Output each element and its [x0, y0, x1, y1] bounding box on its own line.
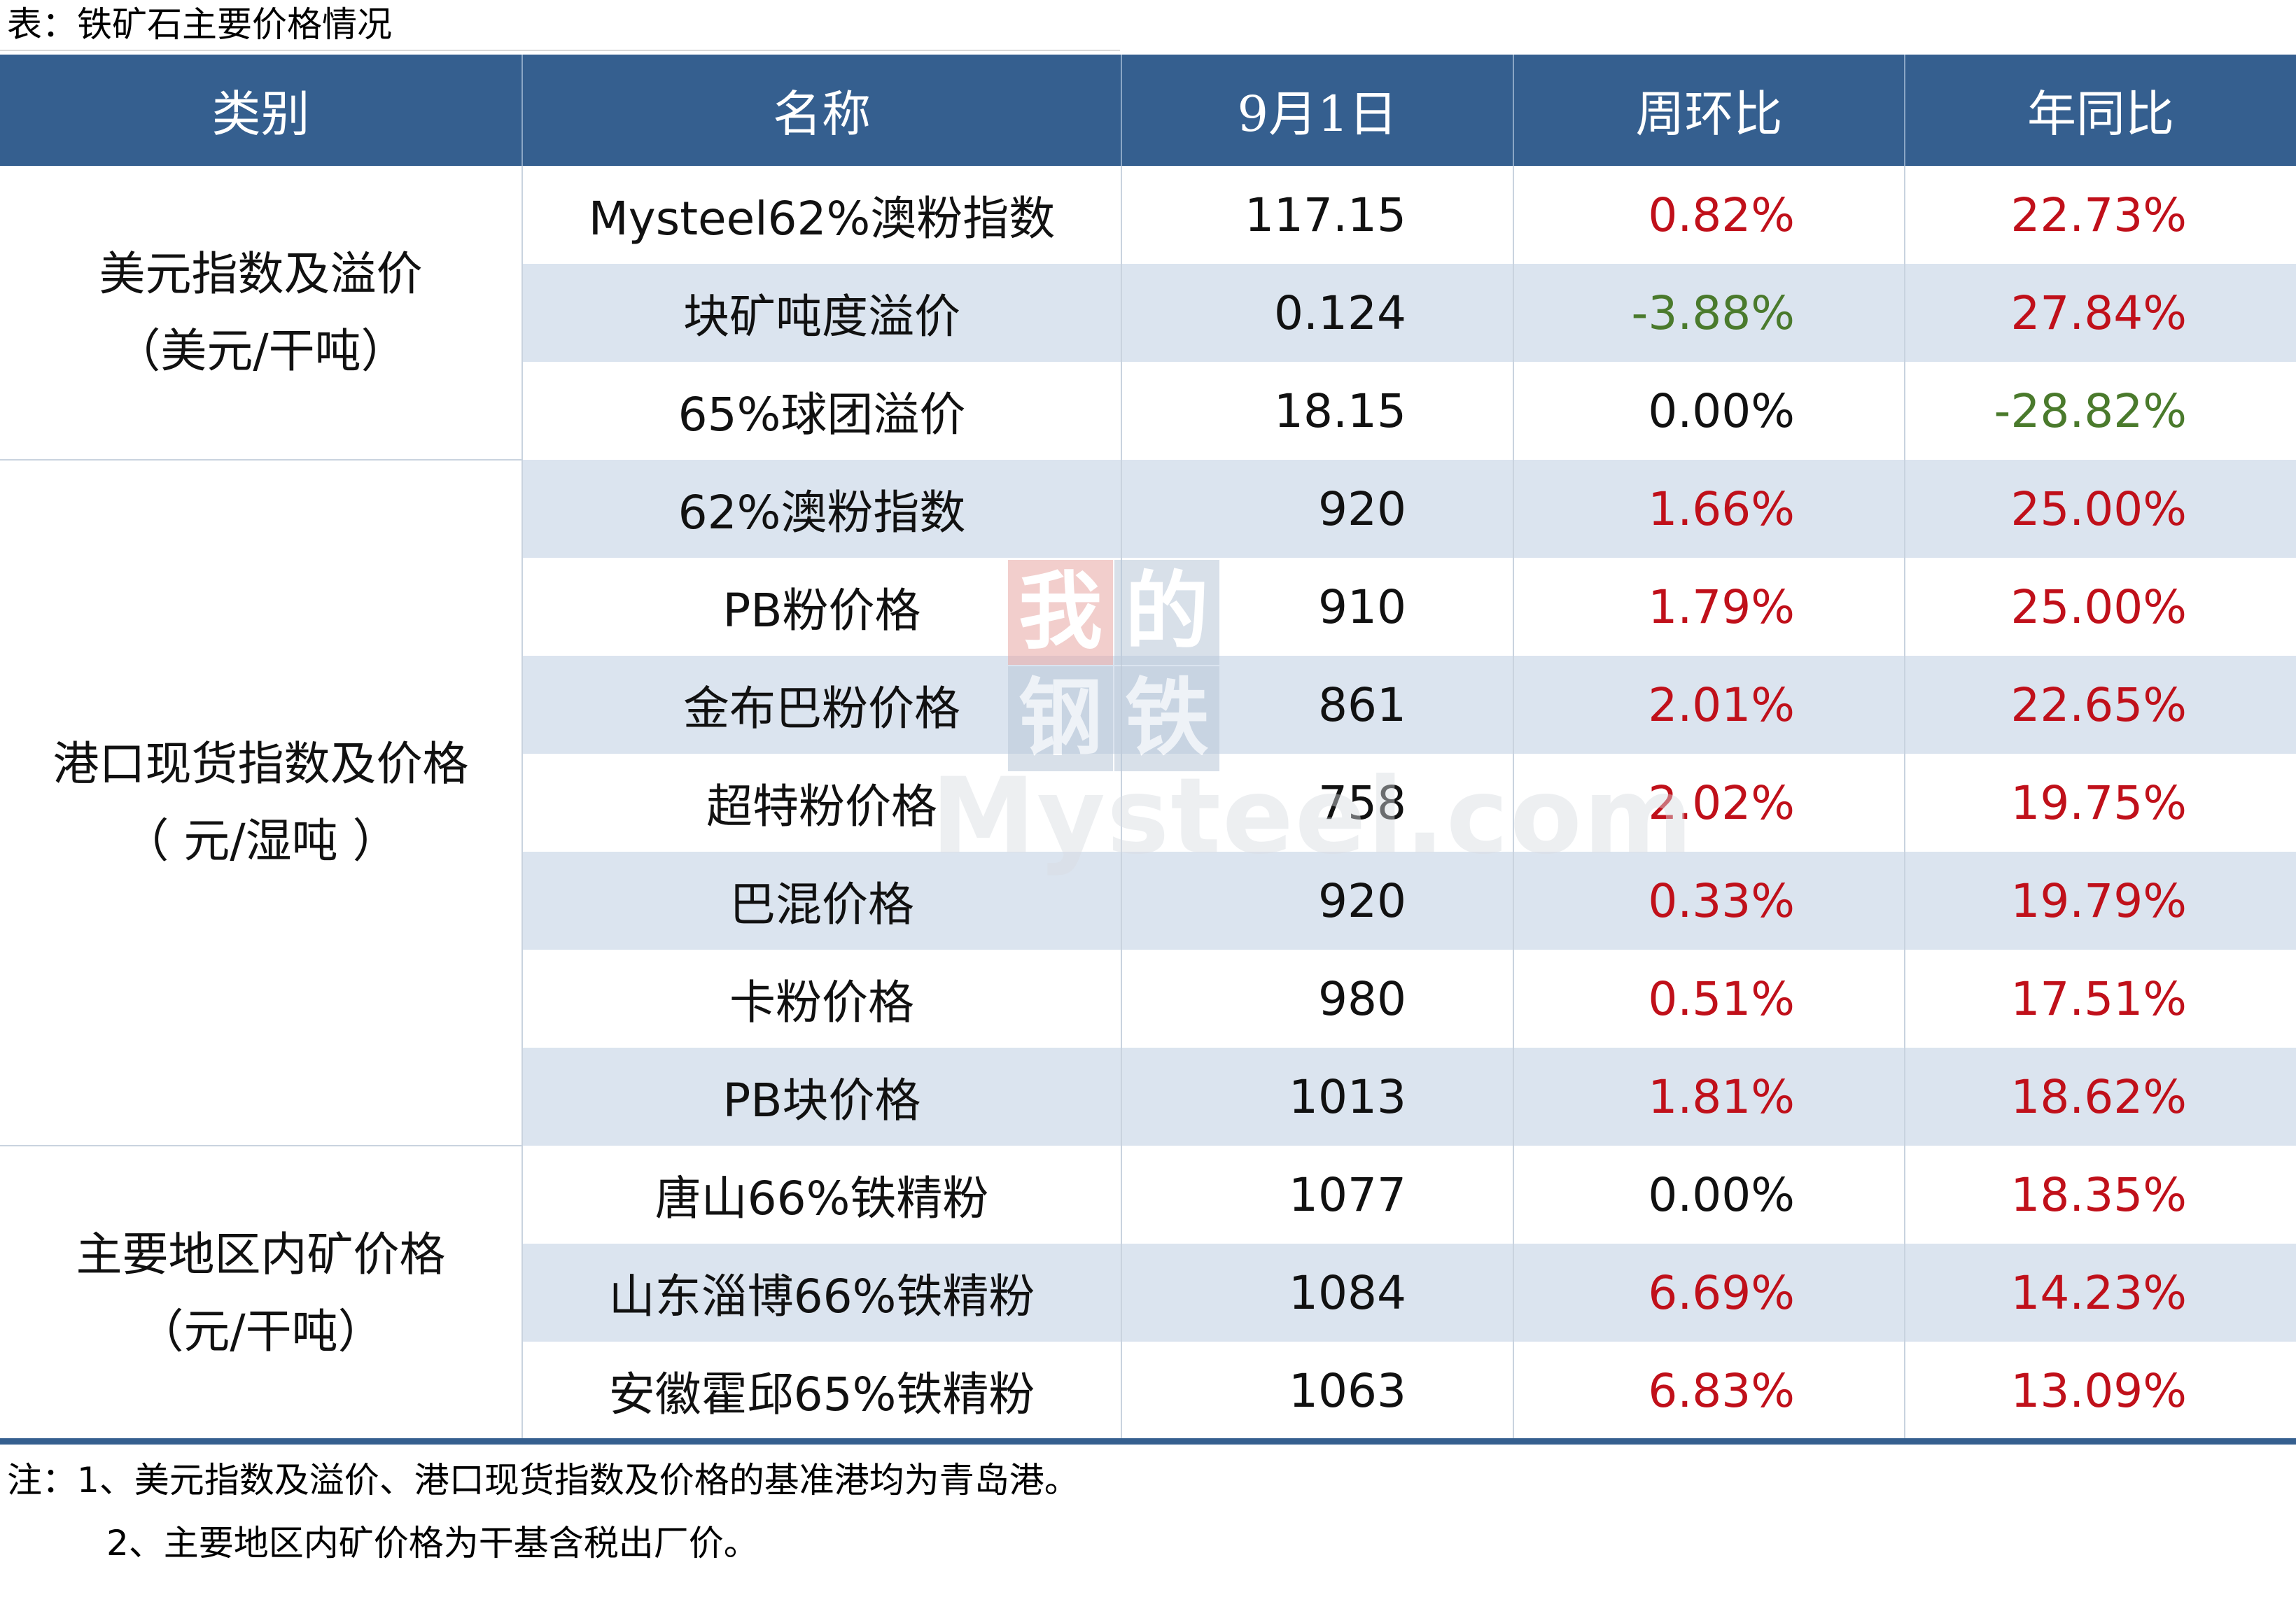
table-row: PB粉价格 910 1.79% 25.00% [0, 558, 2296, 656]
item-value: 1077 [1121, 1146, 1514, 1244]
item-name: 65%球团溢价 [522, 362, 1122, 460]
table-row: 超特粉价格 758 2.02% 19.75% [0, 754, 2296, 852]
item-yoy: -28.82% [1994, 384, 2187, 438]
item-value: 861 [1121, 656, 1514, 754]
table-row: 港口现货指数及价格 （ 元/湿吨 ） 62%澳粉指数 920 1.66% 25.… [0, 459, 2296, 1146]
item-yoy: 19.75% [2010, 775, 2187, 830]
category-usd-index: 美元指数及溢价 （美元/干吨） [0, 166, 523, 460]
item-wow: -3.88% [1513, 264, 1905, 362]
header-name: 名称 [522, 55, 1122, 166]
table-row: 块矿吨度溢价 0.124 -3.88% 27.84% [0, 264, 2296, 362]
item-name: Mysteel62%澳粉指数 [522, 166, 1122, 264]
item-value: 1084 [1121, 1244, 1514, 1342]
item-value: 0.124 [1121, 264, 1514, 362]
item-value: 758 [1121, 754, 1514, 852]
category-unit: （元/干吨） [137, 1304, 384, 1358]
item-yoy: 18.35% [2010, 1167, 2187, 1222]
table-row: 65%球团溢价 18.15 0.00% -28.82% [0, 362, 2296, 460]
header-category: 类别 [0, 55, 523, 166]
item-value: 1013 [1121, 1048, 1514, 1146]
table-row: 巴混价格 920 0.33% 19.79% [0, 852, 2296, 950]
category-label: 港口现货指数及价格 [52, 737, 469, 791]
item-name: PB块价格 [522, 1048, 1122, 1146]
footnote-2: 2、主要地区内矿价格为干基含税出厂价。 [106, 1523, 759, 1564]
item-wow: 1.79% [1513, 558, 1905, 656]
category-port-spot: 港口现货指数及价格 （ 元/湿吨 ） [0, 459, 523, 1146]
item-value: 980 [1121, 950, 1514, 1048]
item-value: 18.15 [1121, 362, 1514, 460]
title-divider [0, 50, 1120, 51]
item-name: 62%澳粉指数 [522, 460, 1122, 558]
item-value: 920 [1121, 460, 1514, 558]
category-unit: （ 元/湿吨 ） [122, 814, 399, 868]
item-value: 117.15 [1121, 166, 1514, 264]
table-row: 安徽霍邱65%铁精粉 1063 6.83% 13.09% [0, 1342, 2296, 1440]
item-wow: 1.81% [1513, 1048, 1905, 1146]
header-week-on-week: 周环比 [1513, 55, 1905, 166]
item-name: 超特粉价格 [522, 754, 1122, 852]
category-label: 美元指数及溢价 [99, 246, 423, 301]
item-name: PB粉价格 [522, 558, 1122, 656]
header-row: 类别 名称 9月1日 周环比 年同比 [0, 55, 2296, 166]
item-yoy: 25.00% [1905, 460, 2296, 558]
category-label: 主要地区内矿价格 [76, 1227, 446, 1281]
table-row: 卡粉价格 980 0.51% 17.51% [0, 950, 2296, 1048]
footnote-1: 注：1、美元指数及溢价、港口现货指数及价格的基准港均为青岛港。 [7, 1460, 1079, 1501]
item-wow: 1.66% [1513, 460, 1905, 558]
item-yoy: 17.51% [2010, 971, 2187, 1026]
header-year-on-year: 年同比 [1905, 55, 2296, 166]
item-yoy: 22.65% [1905, 656, 2296, 754]
item-wow: 0.51% [1513, 950, 1905, 1048]
item-name: 安徽霍邱65%铁精粉 [522, 1342, 1122, 1440]
table-row: 山东淄博66%铁精粉 1084 6.69% 14.23% [0, 1244, 2296, 1342]
item-name: 唐山66%铁精粉 [522, 1146, 1122, 1244]
item-yoy: 18.62% [1905, 1048, 2296, 1146]
table-row: 主要地区内矿价格 （元/干吨） 唐山66%铁精粉 1077 0.00% 18.3… [0, 1145, 2296, 1440]
item-name: 卡粉价格 [522, 950, 1122, 1048]
header-date: 9月1日 [1121, 55, 1514, 166]
item-yoy: 22.73% [2010, 188, 2187, 242]
table-row: PB块价格 1013 1.81% 18.62% [0, 1048, 2296, 1146]
item-name: 块矿吨度溢价 [522, 264, 1122, 362]
item-wow: 0.82% [1513, 166, 1905, 264]
category-unit: （美元/干吨） [114, 323, 407, 378]
item-wow: 0.00% [1513, 1146, 1905, 1244]
item-wow: 0.33% [1513, 852, 1905, 950]
iron-ore-price-table: 类别 名称 9月1日 周环比 年同比 美元指数及溢价 （美元/干吨） Myste… [0, 55, 2296, 1440]
table-bottom-border [0, 1438, 2296, 1445]
item-wow: 6.69% [1513, 1244, 1905, 1342]
table-row: 美元指数及溢价 （美元/干吨） Mysteel62%澳粉指数 117.15 0.… [0, 166, 2296, 460]
category-domestic-ore: 主要地区内矿价格 （元/干吨） [0, 1145, 523, 1440]
table-title: 表：铁矿石主要价格情况 [7, 4, 392, 45]
item-yoy: 13.09% [2010, 1363, 2187, 1418]
item-value: 910 [1121, 558, 1514, 656]
item-wow: 2.02% [1513, 754, 1905, 852]
item-wow: 2.01% [1513, 656, 1905, 754]
item-yoy: 25.00% [2010, 579, 2187, 634]
item-wow: 6.83% [1513, 1342, 1905, 1440]
item-name: 巴混价格 [522, 852, 1122, 950]
item-name: 山东淄博66%铁精粉 [522, 1244, 1122, 1342]
item-yoy: 19.79% [1905, 852, 2296, 950]
item-yoy: 27.84% [1905, 264, 2296, 362]
item-name: 金布巴粉价格 [522, 656, 1122, 754]
item-yoy: 14.23% [1905, 1244, 2296, 1342]
item-value: 920 [1121, 852, 1514, 950]
item-wow: 0.00% [1513, 362, 1905, 460]
item-value: 1063 [1121, 1342, 1514, 1440]
